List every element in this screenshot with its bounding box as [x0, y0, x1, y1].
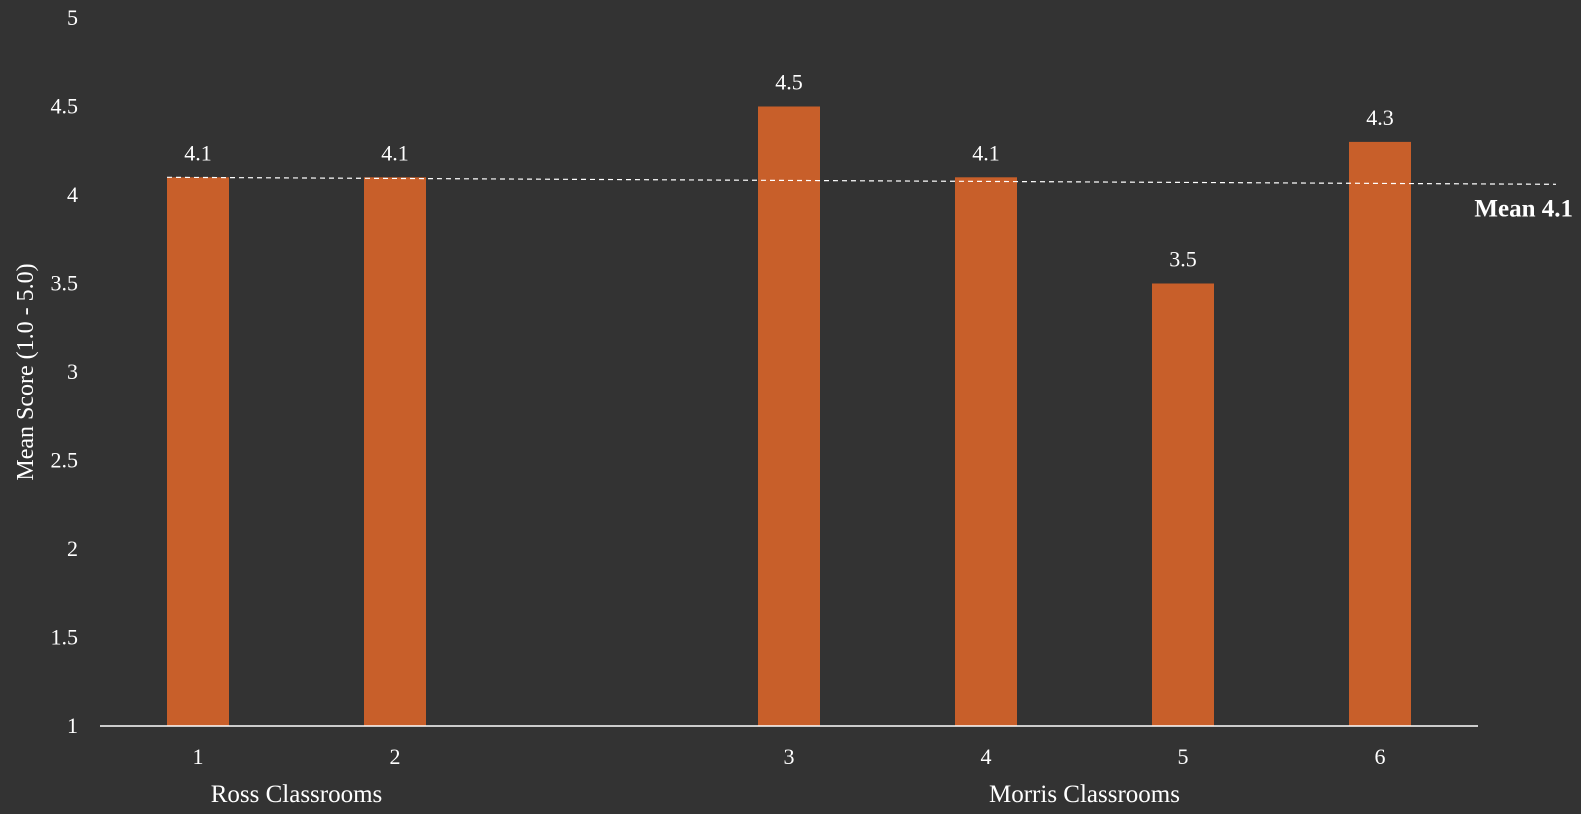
data-label-5: 3.5: [1169, 247, 1197, 272]
x-tick-label-6: 6: [1375, 744, 1386, 769]
bar-2: [364, 177, 426, 727]
y-tick-label: 2.5: [51, 448, 79, 473]
data-label-3: 4.5: [775, 70, 803, 95]
y-tick-label: 3.5: [51, 271, 79, 296]
bar-3: [758, 106, 820, 726]
x-tick-label-1: 1: [193, 744, 204, 769]
y-tick-label: 4.5: [51, 94, 79, 119]
y-tick-label: 5: [67, 5, 78, 30]
bar-5: [1152, 283, 1214, 726]
x-axis-category-labels: 1 2 3 4 5 6: [193, 744, 1386, 769]
x-tick-label-4: 4: [981, 744, 992, 769]
x-tick-label-2: 2: [390, 744, 401, 769]
data-label-2: 4.1: [381, 140, 409, 165]
data-labels: 4.1 4.1 4.5 4.1 3.5 4.3: [184, 70, 1394, 272]
bar-4: [955, 177, 1017, 727]
group-label-0: Ross Classrooms: [211, 781, 383, 808]
y-tick-label: 2: [67, 536, 78, 561]
y-axis-ticks: 1 1.5 2 2.5 3 3.5 4 4.5 5: [51, 5, 79, 738]
y-axis-title: Mean Score (1.0 - 5.0): [13, 263, 39, 480]
data-label-1: 4.1: [184, 140, 212, 165]
x-axis-group-labels: Ross Classrooms Morris Classrooms: [211, 781, 1180, 808]
bar-1: [167, 177, 229, 727]
data-label-4: 4.1: [972, 140, 1000, 165]
x-tick-label-5: 5: [1178, 744, 1189, 769]
y-tick-label: 4: [67, 182, 78, 207]
mean-reference-line: [166, 176, 1557, 185]
y-tick-label: 1: [67, 713, 78, 738]
group-label-1: Morris Classrooms: [989, 781, 1180, 808]
y-tick-label: 3: [67, 359, 78, 384]
x-tick-label-3: 3: [784, 744, 795, 769]
data-label-6: 4.3: [1366, 105, 1394, 130]
bar-6: [1349, 141, 1411, 726]
mean-reference-label: Mean 4.1: [1474, 195, 1573, 222]
bars: [167, 106, 1411, 727]
y-tick-label: 1.5: [51, 625, 79, 650]
